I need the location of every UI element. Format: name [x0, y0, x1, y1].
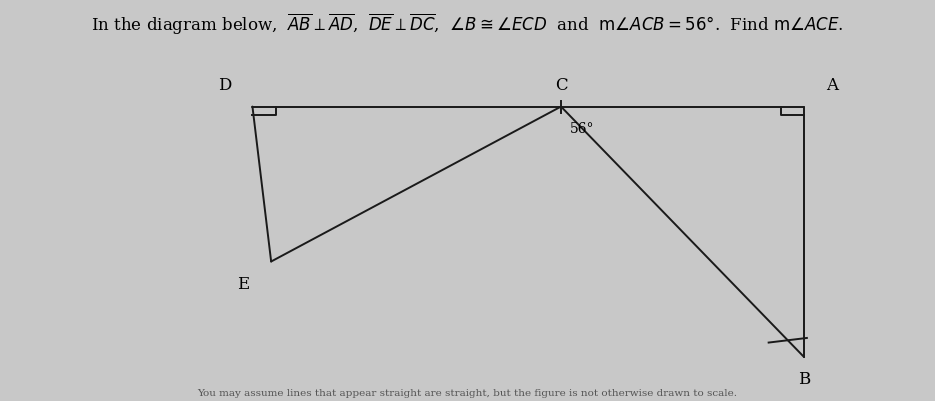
Text: B: B [798, 371, 811, 387]
Text: E: E [237, 275, 250, 292]
Text: In the diagram below,  $\overline{AB} \perp \overline{AD}$,  $\overline{DE} \per: In the diagram below, $\overline{AB} \pe… [91, 12, 844, 37]
Text: 56°: 56° [570, 122, 595, 136]
Text: C: C [554, 77, 568, 94]
Text: D: D [218, 77, 231, 94]
Text: A: A [827, 77, 838, 94]
Text: You may assume lines that appear straight are straight, but the figure is not ot: You may assume lines that appear straigh… [197, 388, 738, 397]
